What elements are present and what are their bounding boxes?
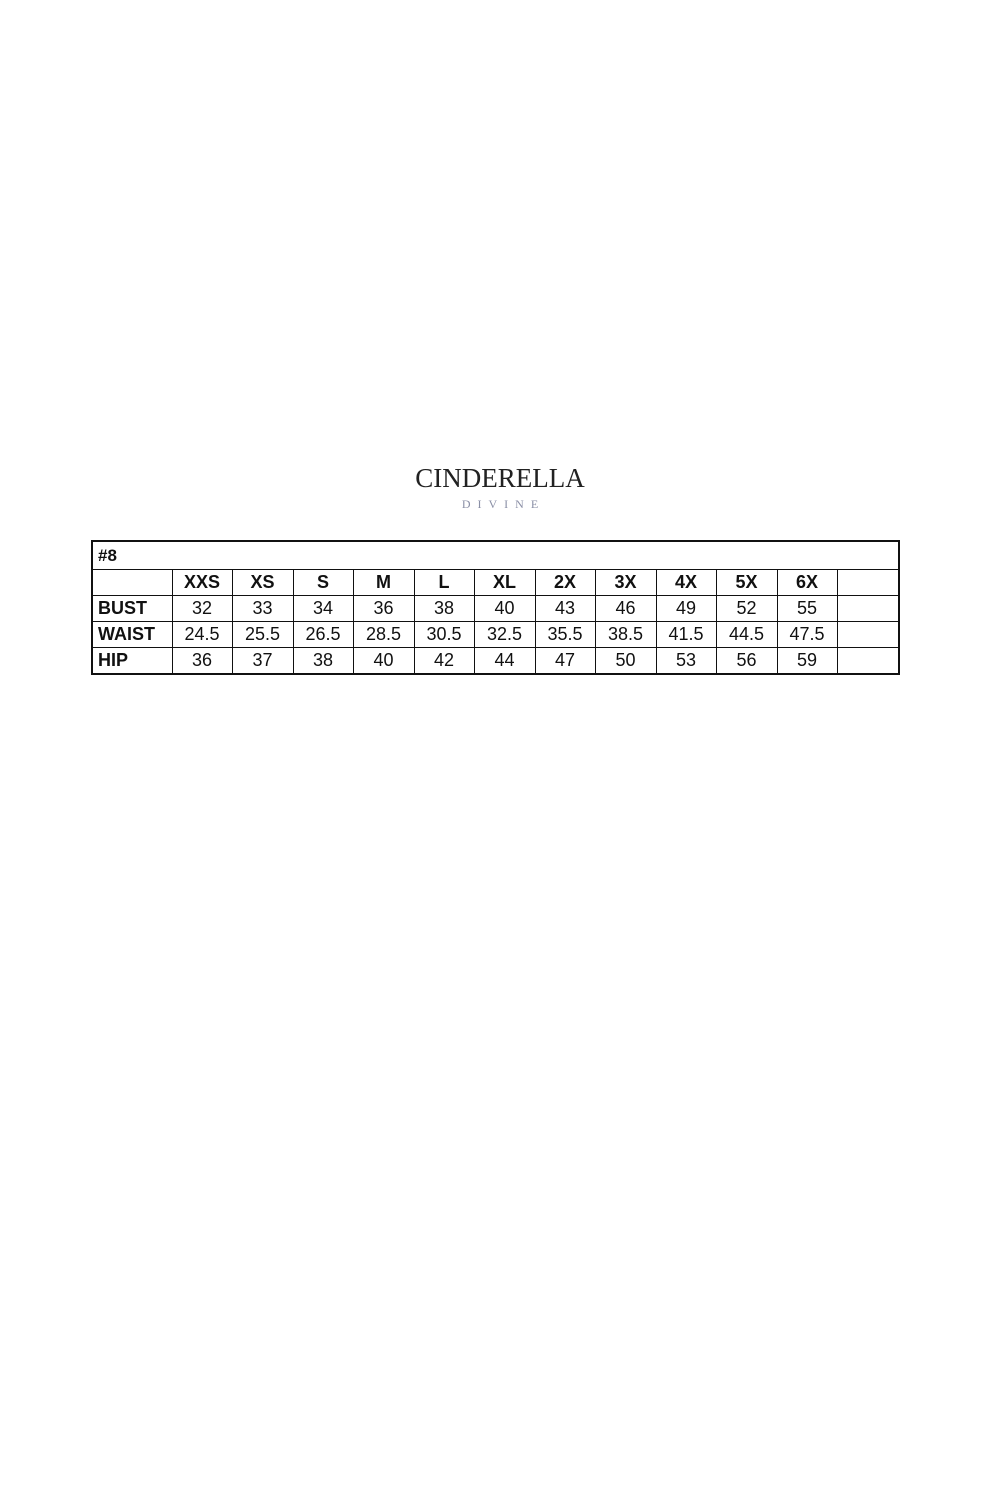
- table-title-row: #8: [91, 540, 900, 570]
- measurement-cell: 32: [171, 595, 233, 622]
- measurement-cell: 49: [655, 595, 717, 622]
- measurement-cell: 44.5: [715, 621, 778, 648]
- measurement-cell: 34: [292, 595, 354, 622]
- measurement-cell: 55: [776, 595, 838, 622]
- measurement-cell: 56: [715, 647, 778, 675]
- row-label: BUST: [91, 595, 173, 622]
- measurement-cell: 41.5: [655, 621, 717, 648]
- measurement-cell: 35.5: [534, 621, 596, 648]
- size-header-cell: S: [292, 569, 354, 596]
- measurement-cell: 38.5: [594, 621, 657, 648]
- measurement-cell: 40: [473, 595, 536, 622]
- measurement-cell: 47.5: [776, 621, 838, 648]
- header-corner-cell: [91, 569, 173, 596]
- size-header-cell: XS: [231, 569, 294, 596]
- size-header-cell: 2X: [534, 569, 596, 596]
- measurement-cell: 40: [352, 647, 415, 675]
- measurement-cell: 47: [534, 647, 596, 675]
- measurement-cell: 59: [776, 647, 838, 675]
- size-header-cell: L: [413, 569, 475, 596]
- size-header-cell: 5X: [715, 569, 778, 596]
- measurement-cell: 28.5: [352, 621, 415, 648]
- table-title: #8: [91, 540, 900, 570]
- measurement-cell: 37: [231, 647, 294, 675]
- measurement-cell: 26.5: [292, 621, 354, 648]
- measurement-cell: 38: [413, 595, 475, 622]
- size-header-cell: 3X: [594, 569, 657, 596]
- row-label: HIP: [91, 647, 173, 675]
- table-row: BUST 32 33 34 36 38 40 43 46 49 52 55: [91, 595, 900, 622]
- measurement-cell: 42: [413, 647, 475, 675]
- logo-sub-text: DIVINE: [461, 497, 546, 511]
- size-header-cell: [836, 569, 900, 596]
- measurement-cell: 33: [231, 595, 294, 622]
- size-header-cell: M: [352, 569, 415, 596]
- measurement-cell: 46: [594, 595, 657, 622]
- table-row: WAIST 24.5 25.5 26.5 28.5 30.5 32.5 35.5 38.5 41.…: [91, 621, 900, 648]
- measurement-cell: 36: [171, 647, 233, 675]
- size-header-cell: XXS: [171, 569, 233, 596]
- measurement-cell: 52: [715, 595, 778, 622]
- measurement-cell: 25.5: [231, 621, 294, 648]
- table-row: HIP 36 37 38 40 42 44 47 50 53 56 59: [91, 647, 900, 675]
- measurement-cell: 32.5: [473, 621, 536, 648]
- measurement-cell: 44: [473, 647, 536, 675]
- measurement-cell: 50: [594, 647, 657, 675]
- size-chart-table: #8 XXS XS S M L XL 2X 3X 4X 5X 6X BUST 32 33 34 36 38 40 43…: [91, 540, 901, 675]
- size-header-cell: XL: [473, 569, 536, 596]
- measurement-cell: [836, 595, 900, 622]
- measurement-cell: 53: [655, 647, 717, 675]
- size-header-cell: 4X: [655, 569, 717, 596]
- size-header-cell: 6X: [776, 569, 838, 596]
- measurement-cell: 24.5: [171, 621, 233, 648]
- measurement-cell: [836, 647, 900, 675]
- measurement-cell: [836, 621, 900, 648]
- measurement-cell: 30.5: [413, 621, 475, 648]
- row-label: WAIST: [91, 621, 173, 648]
- logo-brand-text: CINDERELLA: [415, 463, 585, 493]
- measurement-cell: 36: [352, 595, 415, 622]
- table-header-row: XXS XS S M L XL 2X 3X 4X 5X 6X: [91, 569, 900, 596]
- measurement-cell: 43: [534, 595, 596, 622]
- brand-logo: CINDERELLA DIVINE: [0, 463, 1000, 512]
- measurement-cell: 38: [292, 647, 354, 675]
